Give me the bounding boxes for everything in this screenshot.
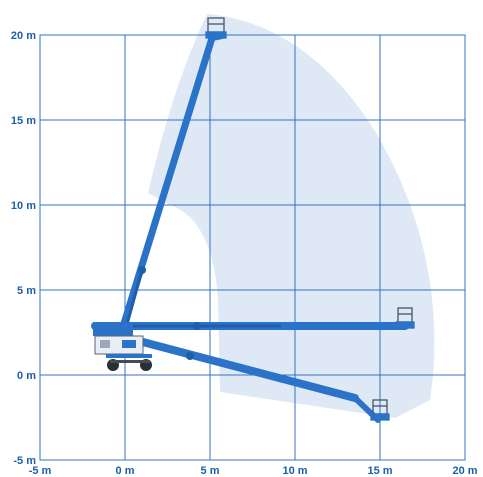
basket-horizontal [395,307,415,329]
x-tick-label: 10 m [282,465,307,477]
basket-lowered [370,399,390,421]
grid [39,34,466,461]
x-tick-label: 15 m [367,465,392,477]
working-envelope [148,14,435,418]
x-axis-ticks: -5 m 0 m 5 m 10 m 15 m 20 m [29,465,478,477]
boom-lowered [101,328,359,402]
y-tick-label: 15 m [11,115,36,127]
x-tick-label: 5 m [201,465,220,477]
y-axis-ticks: -5 m 0 m 5 m 10 m 15 m 20 m [11,30,36,467]
y-tick-label: 5 m [17,285,36,297]
boom-raised [118,34,216,334]
x-tick-label: -5 m [29,465,52,477]
x-tick-label: 0 m [116,465,135,477]
y-tick-label: -5 m [13,455,36,467]
y-tick-label: 20 m [11,30,36,42]
y-tick-label: 10 m [11,200,36,212]
basket-top [205,17,227,39]
x-tick-label: 20 m [452,465,477,477]
machine-chassis [93,322,152,371]
y-tick-label: 0 m [17,370,36,382]
